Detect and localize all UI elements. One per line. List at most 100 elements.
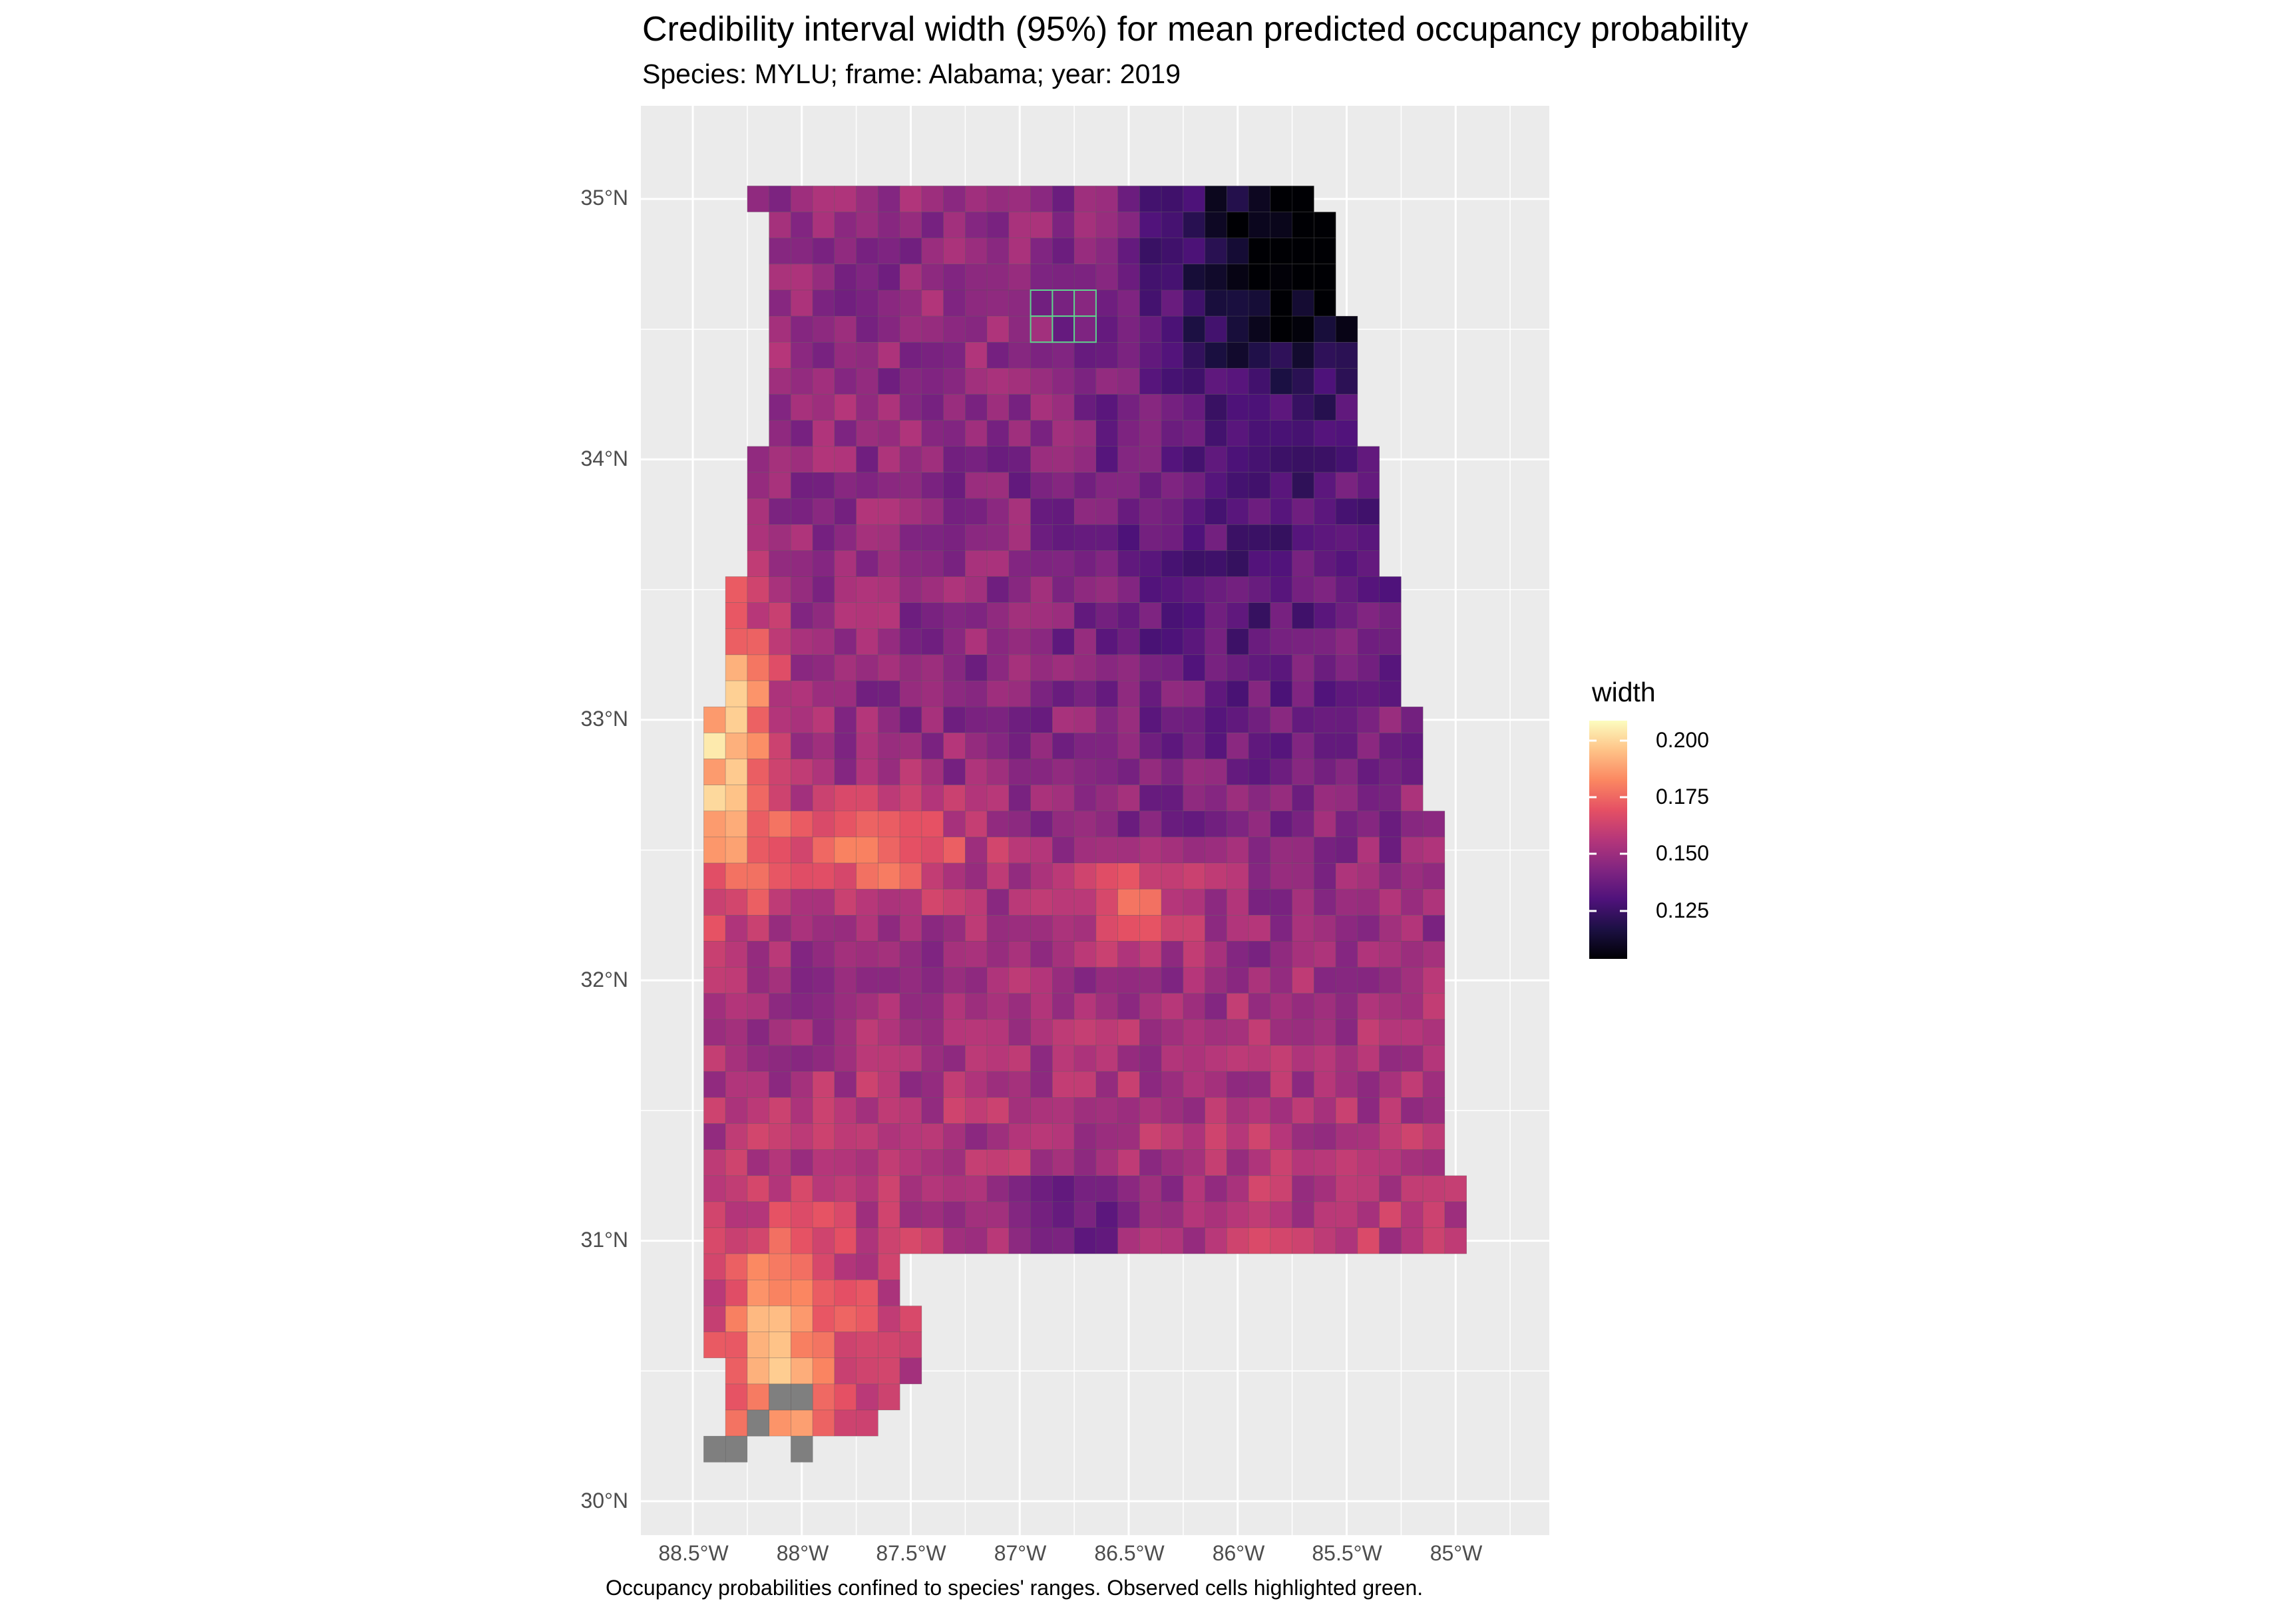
map-cell [856,1045,878,1072]
map-cell [856,550,878,577]
map-cell [812,680,835,707]
map-cell [921,941,944,968]
map-cell [703,1097,726,1124]
map-cell [1292,810,1314,838]
map-cell [747,967,770,993]
map-cell [1357,1097,1380,1124]
map-cell [1379,915,1402,942]
map-cell [1205,576,1227,603]
map-cell [1379,1227,1402,1254]
map-cell [1117,759,1140,785]
map-cell [899,888,922,916]
map-cell [878,706,900,733]
map-cell [791,576,813,603]
map-cell [834,238,857,265]
map-cell [1139,212,1162,239]
map-cell [921,472,944,499]
map-cell [1270,1071,1293,1098]
map-cell [1270,1149,1293,1176]
map-cell [703,810,726,838]
map-cell [986,836,1010,864]
map-cell [1227,1175,1249,1202]
map-cell [1139,341,1162,369]
map-cell [1139,1019,1162,1046]
map-cell [834,759,857,785]
map-cell [1314,1175,1336,1202]
map-cell [1095,836,1119,864]
map-cell [703,915,726,942]
map-cell [1270,941,1293,968]
map-cell [1357,654,1380,681]
map-cell [921,888,944,916]
map-cell [856,420,878,447]
map-cell [878,212,900,239]
map-cell [769,915,791,942]
map-cell [747,1097,770,1124]
map-cell [1270,446,1293,473]
map-cell [1205,810,1227,838]
map-cell [1073,628,1097,655]
map-cell [943,341,966,369]
map-cell [1227,238,1249,265]
map-cell [791,1123,813,1150]
y-tick-label: 30°N [580,1489,629,1513]
map-cell [812,238,835,265]
map-cell [1248,1149,1271,1176]
map-cell [1052,862,1075,890]
map-cell [1248,1201,1271,1228]
map-cell [1248,1227,1271,1254]
map-cell [1008,420,1032,447]
map-cell [791,888,813,916]
map-cell [834,888,857,916]
map-cell [965,888,988,916]
map-cell [834,498,857,525]
map-cell [1073,1123,1097,1150]
map-cell [812,888,835,916]
map-cell [1335,1097,1358,1124]
map-cell [747,1071,770,1098]
map-cell [812,1045,835,1072]
map-cell [1030,862,1053,890]
map-cell [747,1019,770,1046]
map-cell [1139,264,1162,291]
map-cell [1422,1175,1445,1202]
map-cell [1270,186,1293,212]
map-cell [1095,186,1119,212]
map-cell [1183,941,1206,968]
map-cell [1139,628,1162,655]
map-cell [965,1097,988,1124]
map-cell [1357,993,1380,1020]
map-cell [899,993,922,1020]
map-cell [1117,836,1140,864]
map-cell [878,967,900,993]
map-cell [834,315,857,343]
map-cell [1139,706,1162,733]
map-cell [986,264,1010,291]
map-cell [856,915,878,942]
map-cell [986,472,1010,499]
map-cell [986,967,1010,993]
map-cell [1073,759,1097,785]
map-cell [791,1409,813,1437]
map-cell [747,602,770,629]
map-cell [769,472,791,499]
map-cell [834,862,857,890]
map-cell [965,733,988,759]
x-tick-label: 86°W [1212,1541,1265,1565]
map-cell [834,394,857,421]
no-data-cell [703,1435,726,1463]
map-cell [921,576,944,603]
map-cell [899,212,922,239]
map-cell [834,1280,857,1306]
map-cell [725,810,748,838]
map-cell [1357,706,1380,733]
map-cell [1314,1201,1336,1228]
map-cell [1422,967,1445,993]
map-cell [1008,733,1032,759]
x-tick-label: 86.5°W [1094,1541,1165,1565]
no-data-cell [791,1435,813,1463]
map-cell [1183,836,1206,864]
map-cell [1095,810,1119,838]
map-cell [1095,680,1119,707]
map-cell [856,888,878,916]
